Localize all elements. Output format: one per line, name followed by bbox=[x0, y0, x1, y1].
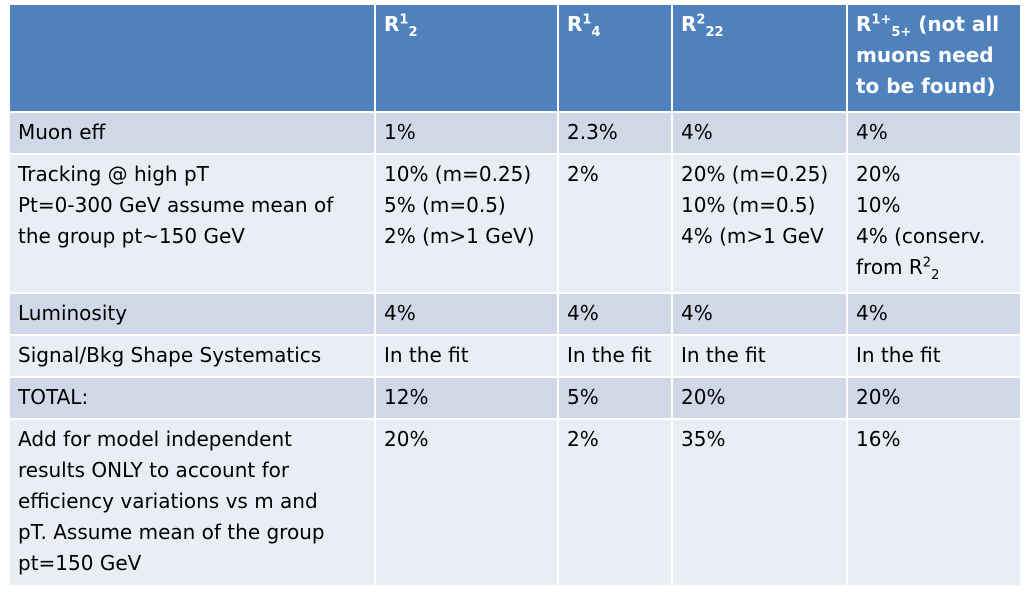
header-r1-4-base: R bbox=[567, 12, 583, 36]
row-luminosity: Luminosity 4% 4% 4% 4% bbox=[8, 292, 1022, 336]
cell-r1-2: 12% bbox=[374, 376, 559, 420]
header-r1-2-base: R bbox=[384, 12, 400, 36]
cell-r1-4: 2% bbox=[557, 153, 673, 294]
cell-r2-22: 20% (m=0.25) 10% (m=0.5) 4% (m>1 GeV bbox=[671, 153, 848, 294]
header-r1plus-5plus-base: R bbox=[856, 12, 872, 36]
header-r1-2-sub: 2 bbox=[408, 25, 418, 40]
cell-r1-2: 1% bbox=[374, 111, 559, 155]
row-total: TOTAL: 12% 5% 20% 20% bbox=[8, 376, 1022, 420]
header-r2-22-sub: 22 bbox=[705, 25, 724, 40]
row-muon-eff: Muon eff 1% 2.3% 4% 4% bbox=[8, 111, 1022, 155]
header-r2-22-base: R bbox=[681, 12, 697, 36]
row-label-line: Pt=0-300 GeV assume mean of bbox=[18, 193, 334, 217]
cell-r1plus-5plus: 16% bbox=[846, 418, 1022, 587]
row-label-line: efficiency variations vs m and bbox=[18, 489, 318, 513]
cell-r1-4: 2% bbox=[557, 418, 673, 587]
cell-line: 20% (m=0.25) bbox=[681, 162, 829, 186]
cell-r2-22: 35% bbox=[671, 418, 848, 587]
header-r1plus-5plus-rest: (not all bbox=[911, 12, 1000, 36]
row-tracking: Tracking @ high pT Pt=0-300 GeV assume m… bbox=[8, 153, 1022, 294]
header-r2-22-sup: 2 bbox=[696, 12, 706, 28]
header-r1-4-sup: 1 bbox=[582, 12, 592, 28]
row-label: Luminosity bbox=[8, 292, 376, 336]
cell-r1plus-5plus: 4% bbox=[846, 292, 1022, 336]
cell-r1-2: 20% bbox=[374, 418, 559, 587]
cell-line: 4% (m>1 GeV bbox=[681, 224, 824, 248]
cell-line: 10% bbox=[856, 193, 901, 217]
cell-line: 20% bbox=[856, 162, 901, 186]
cell-r1-2: 4% bbox=[374, 292, 559, 336]
cell-r2-22: 20% bbox=[671, 376, 848, 420]
row-label: Add for model independent results ONLY t… bbox=[8, 418, 376, 587]
cell-line: 5% (m=0.5) bbox=[384, 193, 506, 217]
row-label: TOTAL: bbox=[8, 376, 376, 420]
header-r1plus-5plus-sup: 1+ bbox=[871, 12, 892, 28]
header-r1plus-5plus-sub: 5+ bbox=[891, 25, 912, 40]
header-r1-2: R12 bbox=[374, 3, 559, 113]
cell-r2-22: 4% bbox=[671, 292, 848, 336]
systematics-table: R12 R14 R222 R1+5+ (not all muons need to … bbox=[8, 3, 1022, 587]
row-label-line: Tracking @ high pT bbox=[18, 162, 209, 186]
header-r1plus-5plus-line3: to be found) bbox=[856, 74, 996, 98]
cell-r1plus-5plus: In the fit bbox=[846, 334, 1022, 378]
row-label-line: pT. Assume mean of the group bbox=[18, 520, 325, 544]
cell-line: 10% (m=0.25) bbox=[384, 162, 532, 186]
header-r1plus-5plus-line2: muons need bbox=[856, 43, 994, 67]
row-label: Signal/Bkg Shape Systematics bbox=[8, 334, 376, 378]
cell-r1plus-5plus: 20% bbox=[846, 376, 1022, 420]
header-row: R12 R14 R222 R1+5+ (not all muons need to … bbox=[8, 3, 1022, 113]
cell-r1-4: 4% bbox=[557, 292, 673, 336]
header-r1plus-5plus: R1+5+ (not all muons need to be found) bbox=[846, 3, 1022, 113]
header-empty-cell bbox=[8, 3, 376, 113]
header-r1-4-sub: 4 bbox=[591, 25, 601, 40]
cell-r1-2: In the fit bbox=[374, 334, 559, 378]
header-r1-4: R14 bbox=[557, 3, 673, 113]
cell-r1plus-5plus: 20% 10% 4% (conserv. from R22 bbox=[846, 153, 1022, 294]
row-label-line: results ONLY to account for bbox=[18, 458, 290, 482]
cell-r1-2: 10% (m=0.25) 5% (m=0.5) 2% (m>1 GeV) bbox=[374, 153, 559, 294]
cell-r1-4: In the fit bbox=[557, 334, 673, 378]
cell-line: from R22 bbox=[856, 252, 1012, 283]
cell-r1-4: 2.3% bbox=[557, 111, 673, 155]
cell-r2-22: 4% bbox=[671, 111, 848, 155]
cell-r2-22: In the fit bbox=[671, 334, 848, 378]
row-label-line: pt=150 GeV bbox=[18, 551, 142, 575]
cell-sup: 2 bbox=[922, 255, 932, 271]
row-label: Muon eff bbox=[8, 111, 376, 155]
cell-r1plus-5plus: 4% bbox=[846, 111, 1022, 155]
row-shape-systematics: Signal/Bkg Shape Systematics In the fit … bbox=[8, 334, 1022, 378]
row-label-line: the group pt~150 GeV bbox=[18, 224, 245, 248]
row-label: Tracking @ high pT Pt=0-300 GeV assume m… bbox=[8, 153, 376, 294]
cell-line: 2% bbox=[567, 162, 599, 186]
cell-line: 2% (m>1 GeV) bbox=[384, 224, 535, 248]
cell-text: from R bbox=[856, 255, 923, 279]
header-r1-2-sup: 1 bbox=[399, 12, 409, 28]
cell-r1-4: 5% bbox=[557, 376, 673, 420]
cell-line: 4% (conserv. bbox=[856, 224, 986, 248]
cell-sub: 2 bbox=[931, 268, 940, 283]
cell-line: 10% (m=0.5) bbox=[681, 193, 816, 217]
row-label-line: Add for model independent bbox=[18, 427, 292, 451]
row-model-independent: Add for model independent results ONLY t… bbox=[8, 418, 1022, 587]
header-r2-22: R222 bbox=[671, 3, 848, 113]
